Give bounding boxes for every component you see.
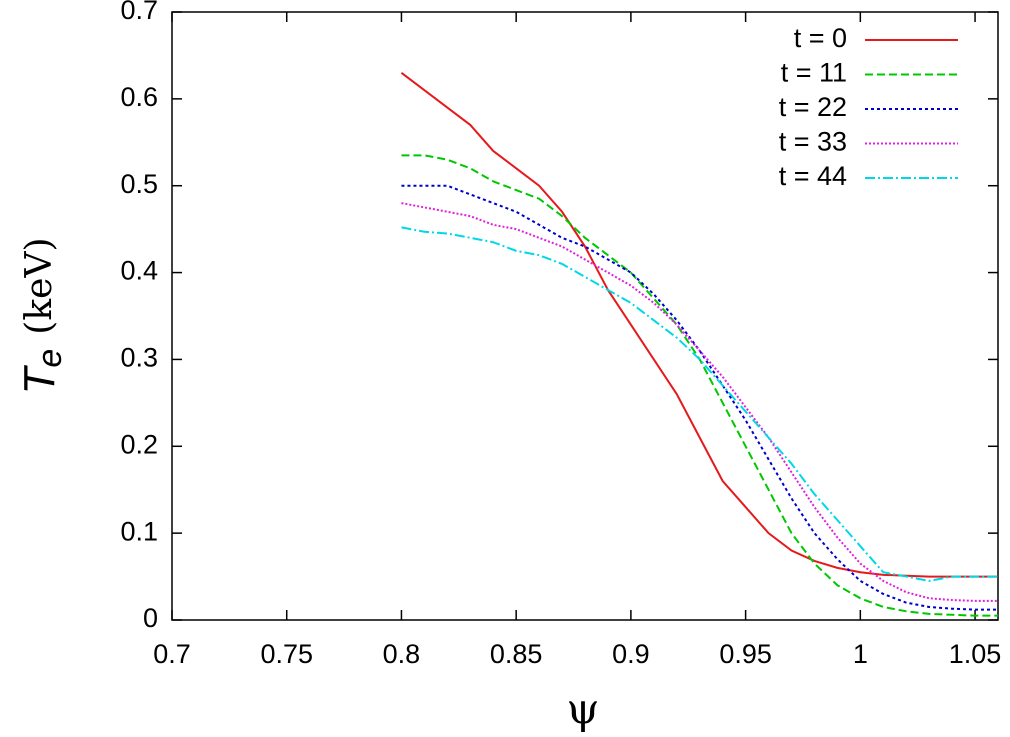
y-label-symbol: T [15,365,64,395]
y-tick-label: 0.4 [120,256,158,286]
data-line [400,72,998,578]
y-tick-label: 0.7 [120,0,158,25]
x-tick-label: 0.95 [719,639,772,669]
y-label-subscript: e [31,349,69,368]
legend-label: t = 11 [781,58,847,88]
y-tick-label: 0 [143,603,158,633]
legend-label: t = 33 [779,127,847,157]
data-line [401,226,998,582]
legend-label: t = 44 [779,161,847,191]
x-tick-label: 0.85 [490,639,543,669]
plot-frame [171,11,999,621]
y-tick-label: 0.2 [120,429,158,459]
x-tick-label: 0.7 [153,639,191,669]
y-tick-label: 0.1 [120,516,158,546]
x-tick-label: 1 [853,639,868,669]
y-label-unit: (keV) [19,237,60,334]
y-axis-label: Te (keV) [15,237,69,394]
y-tick-label: 0.3 [120,343,158,373]
data-line [401,202,998,602]
x-tick-label: 0.75 [260,639,313,669]
x-tick-label: 0.8 [383,639,421,669]
x-tick-label: 1.05 [949,639,1002,669]
legend-label: t = 0 [794,23,847,53]
y-tick-label: 0.5 [120,169,158,199]
x-axis-label: ψ [567,684,600,733]
data-line [401,184,998,611]
x-tick-label: 0.9 [612,639,650,669]
legend-label: t = 22 [779,92,847,122]
y-tick-label: 0.6 [120,82,158,112]
